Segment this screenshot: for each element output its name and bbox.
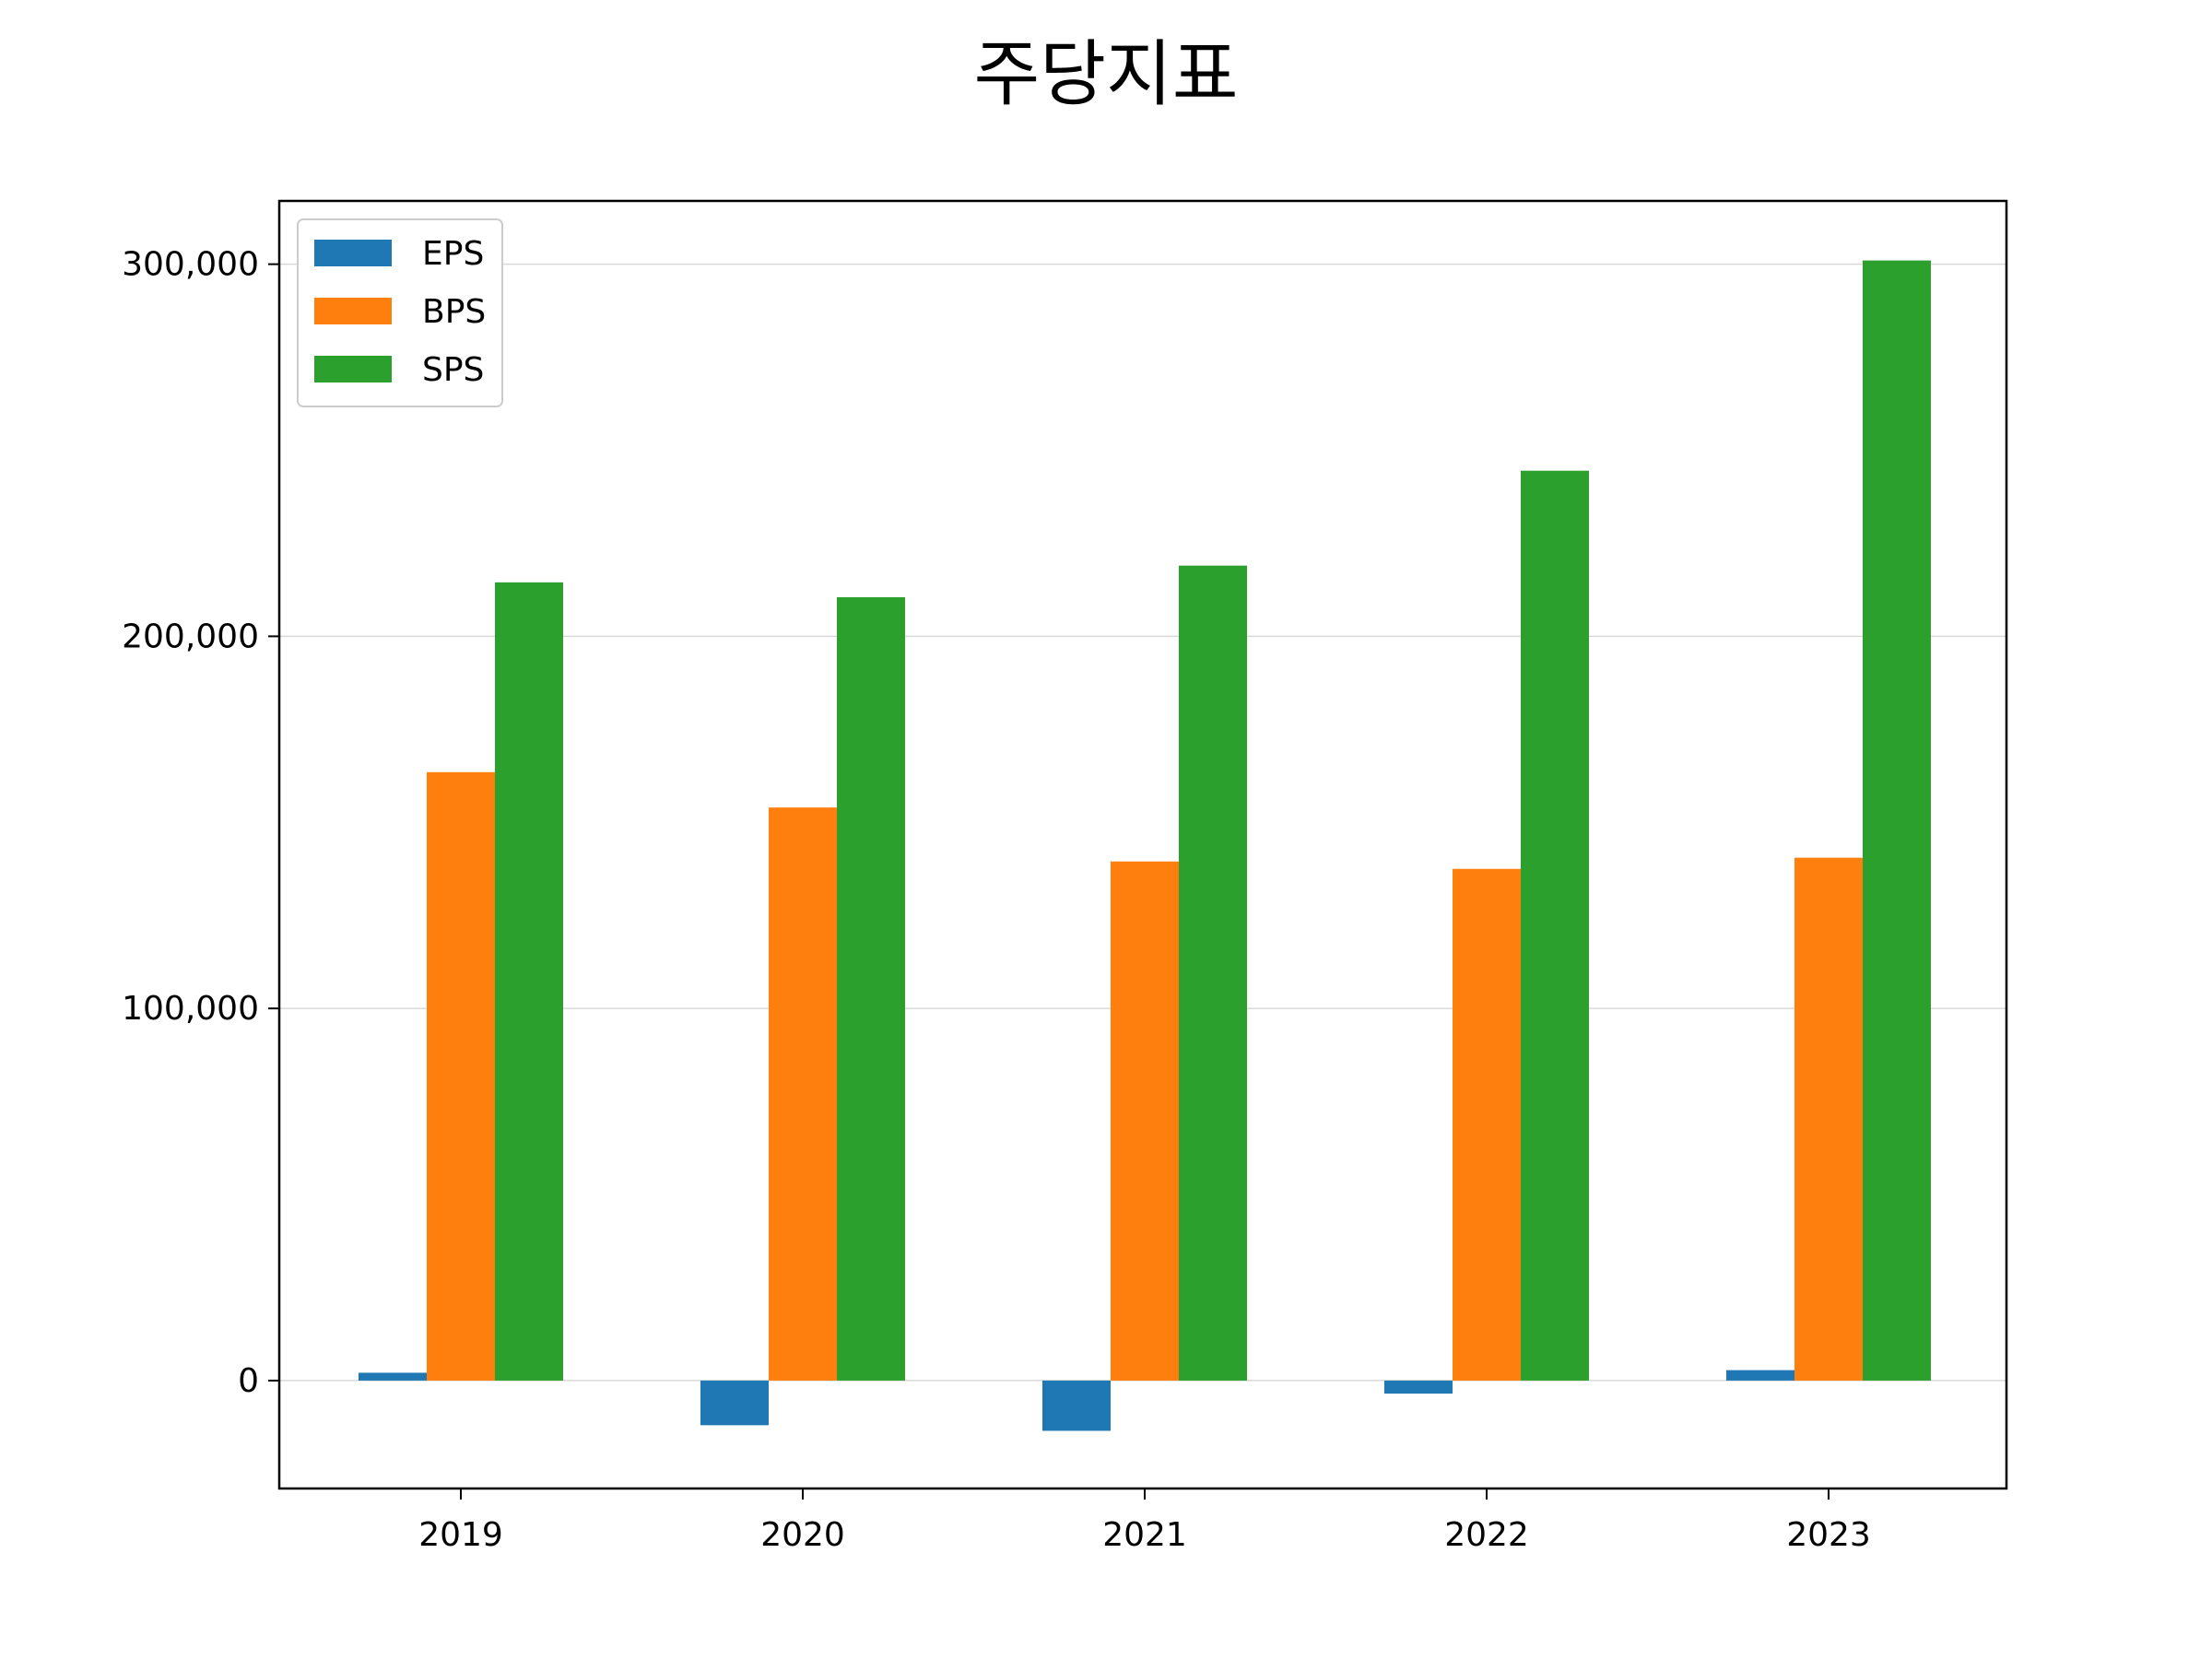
y-tick-label: 300,000 bbox=[122, 246, 259, 284]
bars bbox=[359, 260, 1931, 1431]
bar-sps-2022 bbox=[1521, 470, 1589, 1381]
legend-label-sps: SPS bbox=[422, 351, 484, 389]
bar-bps-2019 bbox=[427, 771, 495, 1381]
legend-swatch-sps bbox=[314, 356, 392, 382]
bar-eps-2019 bbox=[359, 1372, 427, 1381]
legend-label-bps: BPS bbox=[422, 293, 486, 331]
legend-swatch-bps bbox=[314, 298, 392, 324]
y-axis-ticks: 0 100,000 200,000 300,000 bbox=[122, 246, 279, 1400]
x-tick-label: 2022 bbox=[1444, 1516, 1529, 1554]
bar-bps-2020 bbox=[769, 807, 837, 1381]
bar-bps-2022 bbox=[1453, 868, 1521, 1381]
legend-swatch-eps bbox=[314, 240, 392, 266]
y-tick-label: 0 bbox=[238, 1362, 259, 1400]
x-tick-label: 2021 bbox=[1102, 1516, 1187, 1554]
x-tick-label: 2020 bbox=[760, 1516, 845, 1554]
x-tick-label: 2023 bbox=[1786, 1516, 1871, 1554]
y-tick-label: 200,000 bbox=[122, 618, 259, 655]
y-tick-label: 100,000 bbox=[122, 990, 259, 1028]
bar-bps-2023 bbox=[1794, 857, 1863, 1381]
bar-eps-2021 bbox=[1042, 1380, 1111, 1431]
bar-eps-2023 bbox=[1726, 1370, 1794, 1381]
bar-eps-2020 bbox=[700, 1380, 769, 1426]
bar-sps-2019 bbox=[495, 582, 563, 1381]
bar-sps-2020 bbox=[837, 597, 905, 1381]
chart-title: 주당지표 bbox=[973, 33, 1239, 116]
legend: EPS BPS SPS bbox=[297, 218, 503, 407]
bar-bps-2021 bbox=[1111, 861, 1179, 1381]
bar-sps-2023 bbox=[1863, 260, 1931, 1381]
plot-frame bbox=[277, 199, 2008, 1490]
x-tick-label: 2019 bbox=[418, 1516, 503, 1554]
bar-sps-2021 bbox=[1179, 565, 1247, 1381]
bar-eps-2022 bbox=[1384, 1380, 1453, 1394]
legend-label-eps: EPS bbox=[422, 235, 484, 273]
x-axis-ticks: 2019 2020 2021 2022 2023 bbox=[418, 1488, 1871, 1554]
